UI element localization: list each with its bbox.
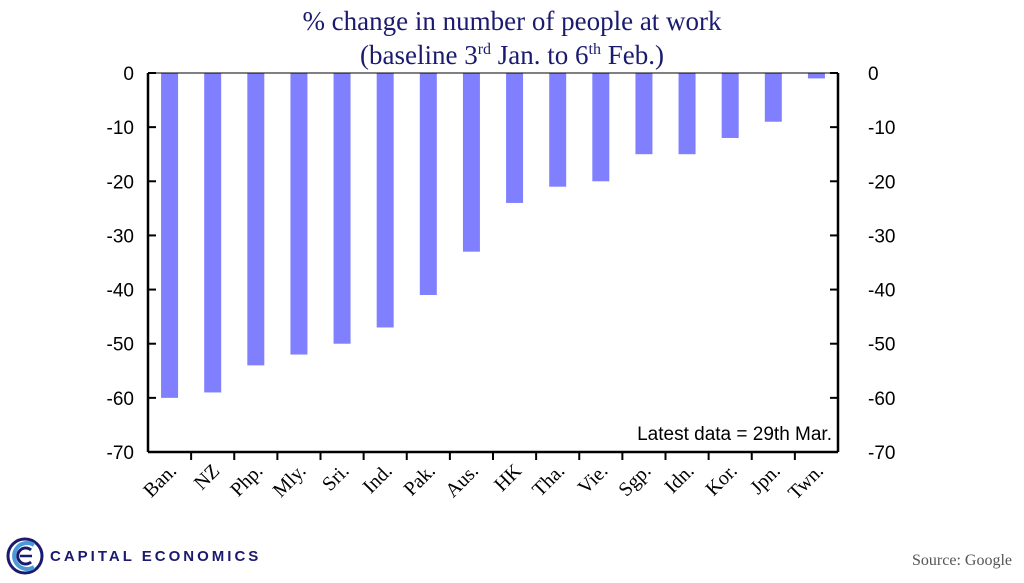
bar-ind <box>376 73 394 328</box>
y-tick-label-right: -40 <box>868 281 895 302</box>
title-part-b: Jan. to 6 <box>491 40 589 70</box>
category-labels-group: Ban. NZ Php. Mly. Sri. Ind. Pak. Aus. HK Tha. Vie.… <box>139 460 828 504</box>
latest-data-annotation: Latest data = 29th Mar. <box>637 424 832 445</box>
x-tick-label: Mly. <box>269 460 311 502</box>
x-tick-label: Twn. <box>784 460 828 504</box>
x-tick-label: Pak. <box>400 460 440 500</box>
x-tick-label: Ind. <box>359 460 397 498</box>
x-tick-label: NZ <box>190 460 224 494</box>
title-part-a: (baseline 3 <box>360 40 478 70</box>
capital-economics-logo: CAPITAL ECONOMICS <box>6 536 261 576</box>
x-tick-label: Sri. <box>318 460 354 496</box>
x-tick-label: Kor. <box>701 460 741 500</box>
y-tick-label-left: -40 <box>107 281 134 302</box>
y-tick-label-left: -10 <box>107 118 134 139</box>
x-tick-label: HK <box>490 460 526 496</box>
y-tick-label-right: -50 <box>868 335 895 356</box>
y-tick-label-right: -70 <box>868 443 895 464</box>
bar-nz <box>204 73 222 393</box>
bar-sgp <box>635 73 653 155</box>
x-tick-label: Jpn. <box>746 460 785 499</box>
y-tick-label-left: -70 <box>107 443 134 464</box>
bars-group <box>161 73 825 398</box>
bar-php <box>247 73 265 366</box>
source-note: Source: Google <box>912 552 1012 569</box>
x-tick-label: Vie. <box>574 460 613 499</box>
y-tick-label-left: -50 <box>107 335 134 356</box>
chart-title-line1: % change in number of people at work <box>302 6 722 36</box>
capital-economics-logo-icon <box>6 537 44 575</box>
bar-sri <box>333 73 351 344</box>
ticks-group: 0 0 -10 -10 -20 -20 -30 -30 -40 -40 -50 -50 -60 -60 -7… <box>107 64 896 464</box>
title-part-c: Feb.) <box>600 40 664 70</box>
bar-pak <box>419 73 437 295</box>
x-tick-label: Tha. <box>528 460 569 501</box>
chart-title-line2: (baseline 3rd Jan. to 6th Feb.) <box>0 40 1024 70</box>
y-tick-label-left: -30 <box>107 226 134 247</box>
x-tick-label: Php. <box>226 460 267 501</box>
y-tick-label-left: -20 <box>107 172 134 193</box>
bar-twn <box>807 73 825 79</box>
y-tick-label-right: -30 <box>868 226 895 247</box>
title-sup-th: th <box>588 41 601 58</box>
x-tick-label: Sgp. <box>614 460 655 501</box>
bar-vie <box>592 73 610 182</box>
x-tick-label: Aus. <box>441 460 483 502</box>
bar-aus <box>462 73 480 252</box>
y-tick-label-left: 0 <box>123 64 134 85</box>
x-tick-label: Idn. <box>661 460 699 498</box>
bar-idn <box>678 73 696 155</box>
y-tick-label-right: -60 <box>868 389 895 410</box>
y-tick-label-right: 0 <box>868 64 879 85</box>
bar-jpn <box>764 73 782 122</box>
logo-text: CAPITAL ECONOMICS <box>50 547 262 565</box>
bar-ban <box>161 73 179 398</box>
title-sup-rd: rd <box>477 41 492 58</box>
y-tick-label-right: -20 <box>868 172 895 193</box>
bar-mly <box>290 73 308 355</box>
x-tick-label: Ban. <box>139 460 181 502</box>
y-tick-label-right: -10 <box>868 118 895 139</box>
bar-kor <box>721 73 739 138</box>
bar-hk <box>506 73 524 203</box>
bar-tha <box>549 73 567 187</box>
y-tick-label-left: -60 <box>107 389 134 410</box>
